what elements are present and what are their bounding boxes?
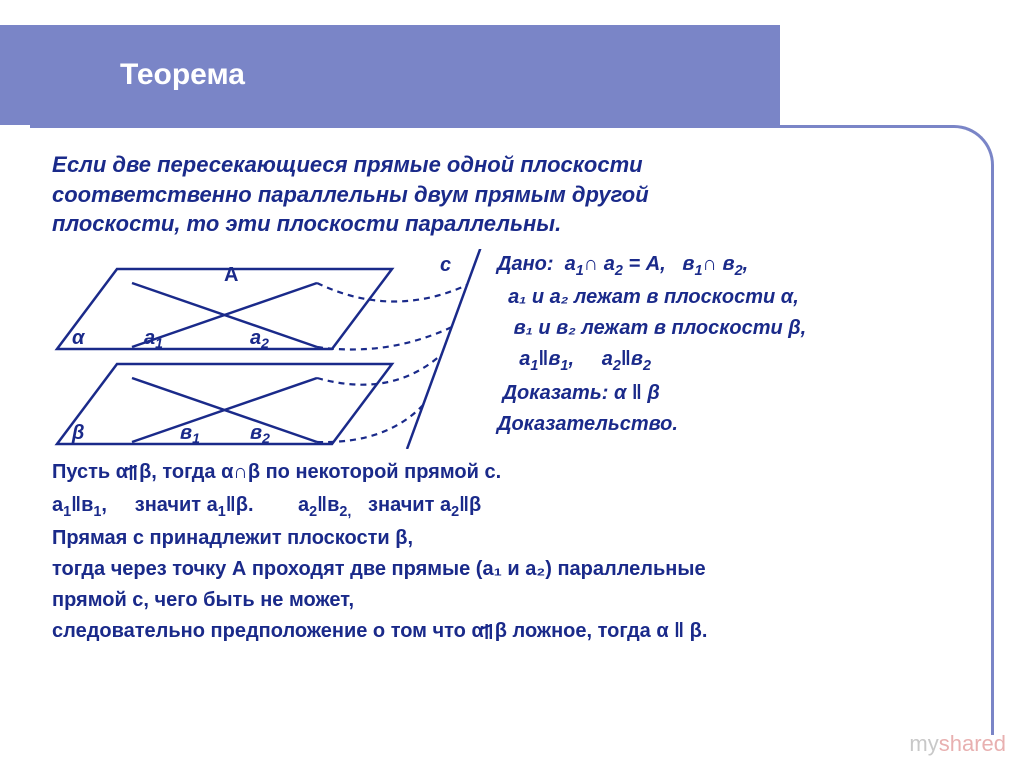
slide-title: Теорема <box>120 58 245 92</box>
dash-1 <box>317 283 467 302</box>
given-line2: а₁ и а₂ лежат в плоскости α, <box>508 286 799 308</box>
not-parallel-icon <box>484 618 495 649</box>
prove-relation: α ‖ β <box>614 382 660 404</box>
plane-beta <box>57 364 392 444</box>
slide-content: Если две пересекающиеся прямые одной пло… <box>52 150 972 649</box>
label-beta: β <box>71 422 84 444</box>
theorem-line2: соответственно параллельны двум прямым д… <box>52 182 649 207</box>
watermark: myshared <box>909 731 1006 757</box>
watermark-highlight: shared <box>939 731 1006 756</box>
theorem-line3: плоскости, то эти плоскости параллельны. <box>52 211 561 236</box>
label-a1: а1 <box>144 327 163 351</box>
proof-p5: прямой с, чего быть не может, <box>52 589 354 611</box>
given-label: Дано: <box>497 253 554 275</box>
theorem-line1: Если две пересекающиеся прямые одной пло… <box>52 152 643 177</box>
proof-p4: тогда через точку А проходят две прямые … <box>52 558 706 580</box>
proof-label: Доказательство. <box>497 413 678 435</box>
given-line3: в₁ и в₂ лежат в плоскости β, <box>514 317 807 339</box>
dash-4 <box>317 404 424 442</box>
not-parallel-icon <box>128 459 139 490</box>
label-c: с <box>440 254 451 276</box>
dash-2 <box>317 327 452 350</box>
given-block: Дано: а1∩ а2 = A, в1∩ в2, а₁ и а₂ лежат … <box>492 249 972 440</box>
geometry-diagram: α β А а1 а2 в1 в2 с <box>52 249 482 449</box>
theorem-statement: Если две пересекающиеся прямые одной пло… <box>52 150 972 239</box>
header-band: Теорема <box>0 25 780 125</box>
diagram-and-given: α β А а1 а2 в1 в2 с Дано: а1∩ а2 = A, в1… <box>52 249 972 449</box>
label-A: А <box>224 264 238 286</box>
prove-label: Доказать: <box>503 382 609 404</box>
label-alpha: α <box>72 327 86 349</box>
proof-p3: Прямая с принадлежит плоскости β, <box>52 527 413 549</box>
watermark-prefix: my <box>909 731 938 756</box>
line-c <box>407 249 482 449</box>
label-b1: в1 <box>180 422 200 446</box>
proof-block: Пусть αβ, тогда α∩β по некоторой прямой … <box>52 457 972 649</box>
